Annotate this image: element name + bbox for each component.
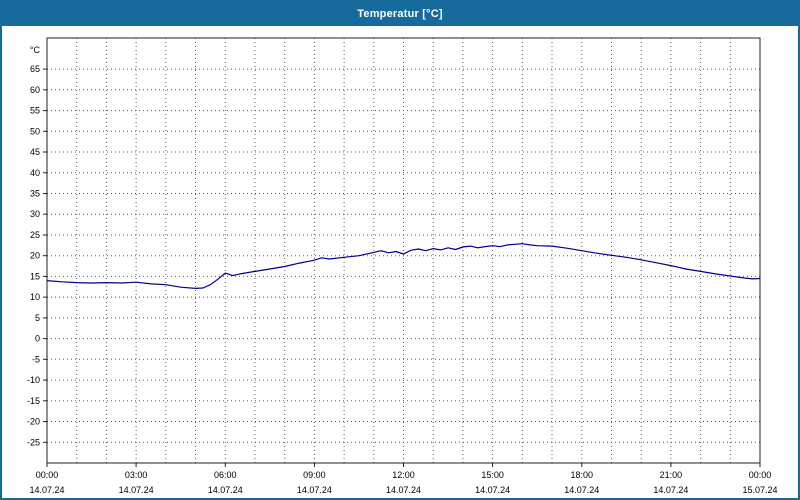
svg-text:00:00: 00:00 <box>749 470 772 480</box>
svg-text:14.07.24: 14.07.24 <box>564 485 599 495</box>
svg-text:10: 10 <box>30 292 40 302</box>
svg-text:12:00: 12:00 <box>392 470 415 480</box>
svg-text:-5: -5 <box>32 354 40 364</box>
svg-text:45: 45 <box>30 147 40 157</box>
svg-text:20: 20 <box>30 251 40 261</box>
svg-text:14.07.24: 14.07.24 <box>29 485 64 495</box>
svg-text:-25: -25 <box>27 437 40 447</box>
svg-text:°C: °C <box>30 45 41 55</box>
svg-text:5: 5 <box>35 313 40 323</box>
chart-area: 65 60 55 50 45 40 35 30 25 20 15 10 5 0 -5 -10 -15 -20 -25… <box>2 26 798 498</box>
svg-text:-20: -20 <box>27 417 40 427</box>
svg-text:14.07.24: 14.07.24 <box>297 485 332 495</box>
svg-text:50: 50 <box>30 126 40 136</box>
svg-text:15: 15 <box>30 271 40 281</box>
svg-text:14.07.24: 14.07.24 <box>208 485 243 495</box>
svg-text:21:00: 21:00 <box>660 470 683 480</box>
svg-text:-10: -10 <box>27 375 40 385</box>
svg-text:14.07.24: 14.07.24 <box>119 485 154 495</box>
svg-text:14.07.24: 14.07.24 <box>386 485 421 495</box>
svg-text:55: 55 <box>30 106 40 116</box>
svg-text:65: 65 <box>30 64 40 74</box>
svg-text:18:00: 18:00 <box>571 470 594 480</box>
svg-text:35: 35 <box>30 189 40 199</box>
temperature-line-chart: 65605550454035302520151050-5-10-15-20-25… <box>27 37 778 495</box>
svg-text:60: 60 <box>30 85 40 95</box>
title-bar: Temperatur [°C] <box>2 2 798 26</box>
svg-text:09:00: 09:00 <box>303 470 326 480</box>
svg-text:14.07.24: 14.07.24 <box>475 485 510 495</box>
svg-text:40: 40 <box>30 168 40 178</box>
svg-text:15.07.24: 15.07.24 <box>742 485 777 495</box>
svg-text:03:00: 03:00 <box>125 470 148 480</box>
svg-text:30: 30 <box>30 209 40 219</box>
svg-text:0: 0 <box>35 334 40 344</box>
svg-text:25: 25 <box>30 230 40 240</box>
svg-text:15:00: 15:00 <box>481 470 504 480</box>
svg-text:00:00: 00:00 <box>36 470 59 480</box>
svg-text:14.07.24: 14.07.24 <box>653 485 688 495</box>
window-title: Temperatur [°C] <box>357 8 443 20</box>
svg-text:06:00: 06:00 <box>214 470 237 480</box>
svg-text:-15: -15 <box>27 396 40 406</box>
